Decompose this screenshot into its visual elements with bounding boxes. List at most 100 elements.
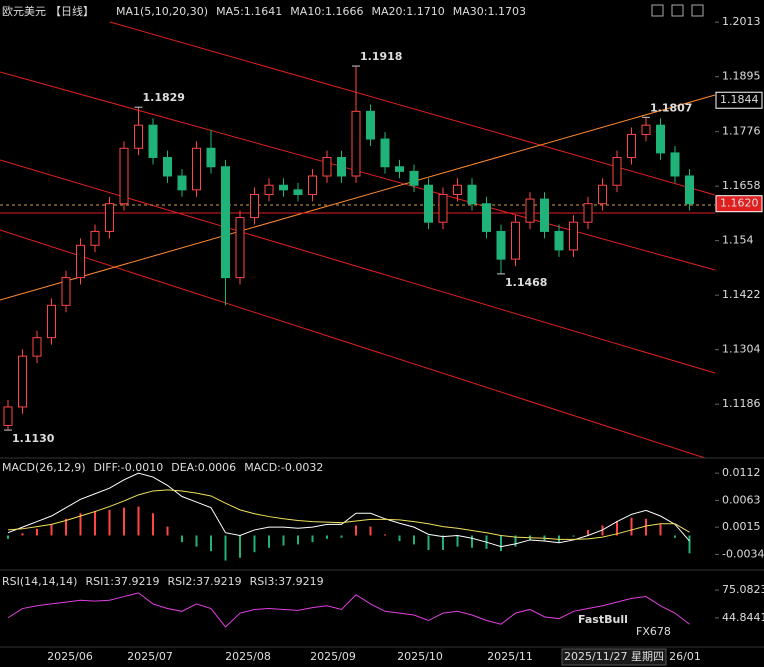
legend-text: RSI(14,14,14)	[2, 575, 77, 588]
legend-text: MACD(26,12,9)	[2, 461, 86, 474]
candle-body	[293, 189, 303, 195]
extreme-label: 1.1807	[650, 101, 692, 114]
macd-bar	[471, 535, 473, 548]
x-tick-label: 2025/11	[487, 650, 533, 663]
macd-bar	[601, 525, 604, 536]
ma-legend: MA1(5,10,20,30)	[116, 5, 208, 18]
y-tick-label: 1.2013	[722, 15, 761, 28]
channel-lines	[0, 21, 716, 459]
candle-body	[61, 277, 71, 306]
candle-body	[250, 193, 259, 219]
candle-body	[119, 147, 129, 205]
macd-bar	[94, 510, 96, 536]
price-tag: 1.1620	[720, 197, 759, 210]
icon[interactable]	[651, 4, 664, 17]
candle-body	[598, 184, 607, 205]
y-tick-label: -0.0034	[722, 547, 764, 560]
candle-body	[308, 175, 317, 195]
y-tick-label: 75.0823	[722, 583, 764, 596]
toolbar-icons[interactable]	[651, 4, 704, 17]
macd-bar	[456, 535, 459, 547]
candle-body	[163, 157, 172, 177]
macd-bar	[500, 535, 502, 552]
candle-body	[235, 217, 245, 279]
candle-body	[641, 124, 651, 135]
candle-body	[337, 157, 346, 177]
candle-body	[76, 244, 85, 279]
extreme-label: 1.1829	[143, 91, 185, 104]
candle-body	[569, 221, 578, 251]
macd-bar	[674, 535, 676, 538]
x-tick-label: 2025/07	[127, 650, 173, 663]
macd-bar	[282, 535, 285, 546]
candle-body	[32, 337, 42, 357]
candle-body	[264, 184, 274, 195]
watermark: FX678	[636, 625, 671, 638]
y-tick-label: 1.1422	[722, 288, 761, 301]
x-tick-label: 2025/06	[47, 650, 93, 663]
candle-body	[148, 124, 158, 159]
candle-body	[496, 230, 506, 260]
macd-bar	[239, 535, 241, 558]
icon[interactable]	[671, 4, 684, 17]
legend-text: MACD:-0.0032	[244, 461, 323, 474]
macd-bar	[514, 535, 517, 547]
macd-bar	[123, 507, 125, 536]
extreme-label: 1.1468	[505, 276, 547, 289]
price-tag-box	[715, 91, 763, 109]
icon[interactable]	[691, 4, 704, 17]
candle-body	[221, 166, 230, 279]
candle-body	[627, 133, 636, 159]
macd-bar	[616, 521, 618, 536]
candle-body	[438, 193, 448, 223]
macd-bar	[587, 529, 589, 536]
candle-body	[482, 203, 491, 232]
candle-body	[134, 124, 143, 149]
candle-body	[656, 124, 665, 154]
macd-bar	[268, 535, 270, 548]
trend-line	[0, 159, 716, 374]
candle-body	[583, 203, 593, 223]
candle-body	[366, 110, 375, 140]
macd-bar	[413, 535, 415, 545]
y-tick-label: 1.1776	[722, 125, 761, 138]
price-tag: 1.1844	[720, 93, 759, 106]
rsi-line	[7, 592, 690, 628]
candle-body	[206, 147, 216, 168]
macd-bar	[369, 526, 372, 536]
candle-body	[380, 138, 390, 168]
x-tick-label: 2025/09	[310, 650, 356, 663]
candle-body	[3, 406, 13, 426]
y-tick-label: 0.0063	[722, 493, 761, 506]
macd-bar	[152, 513, 154, 536]
candle-body	[525, 198, 535, 223]
macd-bar	[137, 506, 140, 536]
macd-bar	[65, 518, 67, 536]
x-tick-label: 2025/10	[397, 650, 443, 663]
macd-bar	[558, 535, 560, 543]
candle-body	[279, 184, 288, 191]
cursor-box	[561, 648, 667, 666]
candle-body	[409, 170, 419, 186]
candle-body	[554, 230, 564, 251]
y-tick-label: 1.1186	[722, 397, 761, 410]
macd-bar	[630, 517, 633, 536]
candle-body	[105, 203, 114, 232]
extreme-label: 1.1918	[360, 50, 402, 63]
legend-text: RSI3:37.9219	[250, 575, 324, 588]
cursor-label: 2025/11/27 星期四	[564, 650, 664, 663]
macd-bar	[645, 518, 647, 536]
candle-body	[670, 152, 680, 177]
candle-body	[192, 147, 201, 191]
y-tick-label: 0.0015	[722, 520, 761, 533]
macd-bar	[7, 535, 9, 539]
instrument-title: 欧元美元	[2, 5, 46, 18]
watermark: FastBull	[578, 613, 628, 626]
x-tick-label: 2025/08	[225, 650, 271, 663]
macd-bar	[79, 513, 82, 536]
macd-bar	[688, 535, 691, 554]
ma-legend: MA30:1.1703	[453, 5, 526, 18]
macd-bar	[326, 535, 328, 539]
y-tick-label: 1.1895	[722, 70, 761, 83]
